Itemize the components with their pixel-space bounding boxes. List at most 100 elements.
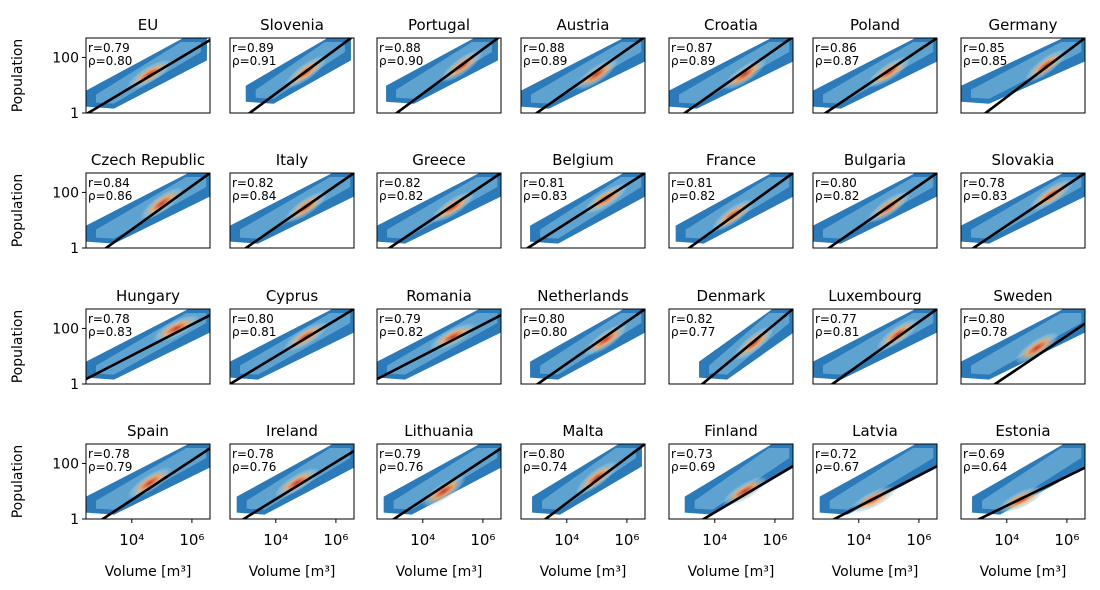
fit-line: [391, 447, 501, 519]
spearman-rho: ρ=0.82: [379, 189, 423, 203]
panel-title: Slovakia: [992, 151, 1055, 169]
panel-germany: Germany r=0.85ρ=0.85: [960, 16, 1086, 114]
panel-romania: Romania r=0.79ρ=0.82: [376, 287, 502, 385]
fit-line: [534, 38, 645, 113]
spearman-rho: ρ=0.78: [963, 325, 1007, 339]
panel-frame: [960, 308, 1086, 385]
fit-line: [830, 309, 937, 384]
fit-line: [247, 38, 354, 113]
y-tick-label: 100: [52, 50, 79, 66]
panel-estonia: Estonia r=0.69ρ=0.64 10⁴ 10⁶ Volume [m³]: [960, 422, 1086, 580]
spearman-rho: ρ=0.81: [815, 325, 859, 339]
fit-line: [823, 38, 937, 113]
spearman-rho: ρ=0.79: [88, 460, 132, 474]
panel-spain: Spain r=0.78ρ=0.79 100 1 Population 10⁴ 10⁶ Vol…: [10, 422, 211, 580]
pearson-r: r=0.79: [379, 312, 421, 326]
panel-title: Slovenia: [260, 16, 324, 34]
panel-lithuania: Lithuania r=0.79ρ=0.76 10⁴ 10⁶ Volume [m³]: [376, 422, 502, 580]
spearman-rho: ρ=0.85: [963, 54, 1007, 68]
panel-frame: [376, 37, 502, 114]
pearson-r: r=0.80: [232, 312, 274, 326]
spearman-rho: ρ=0.80: [523, 325, 567, 339]
spearman-rho: ρ=0.69: [671, 460, 715, 474]
panel-malta: Malta r=0.80ρ=0.74 10⁴ 10⁶ Volume [m³]: [520, 422, 646, 580]
pearson-r: r=0.78: [88, 447, 130, 461]
pearson-r: r=0.81: [523, 176, 565, 190]
panel-slovakia: Slovakia r=0.78ρ=0.83: [960, 151, 1086, 249]
fit-line: [86, 38, 210, 113]
spearman-rho: ρ=0.82: [671, 189, 715, 203]
x-tick-label: 10⁴: [263, 531, 288, 549]
spearman-rho: ρ=0.84: [232, 189, 276, 203]
panel-slovenia: Slovenia r=0.89ρ=0.91: [229, 16, 355, 114]
spearman-rho: ρ=0.89: [671, 54, 715, 68]
panel-denmark: Denmark r=0.82ρ=0.77: [668, 287, 794, 385]
panel-ireland: Ireland r=0.78ρ=0.76 10⁴ 10⁶ Volume [m³]: [229, 422, 355, 580]
panel-frame: [85, 172, 211, 249]
panel-title: Finland: [704, 422, 758, 440]
pearson-r: r=0.87: [671, 41, 713, 55]
panel-frame: [812, 172, 938, 249]
spearman-rho: ρ=0.77: [671, 325, 715, 339]
pearson-r: r=0.80: [963, 312, 1005, 326]
density-band-mid: [971, 313, 1082, 375]
density-core: [140, 186, 184, 221]
panel-eu: EU r=0.79ρ=0.80 100 1 Population: [10, 16, 211, 122]
panel-frame: [960, 37, 1086, 114]
pearson-r: r=0.80: [523, 447, 565, 461]
x-tick-label: 10⁴: [846, 531, 871, 549]
fit-line: [971, 173, 1085, 248]
fit-line: [535, 309, 645, 384]
panel-frame: [229, 37, 355, 114]
x-tick-label: 10⁴: [554, 531, 579, 549]
panel-title: Bulgaria: [844, 151, 906, 169]
panel-title: Italy: [276, 151, 309, 169]
fit-line: [86, 314, 210, 381]
pearson-r: r=0.84: [88, 176, 130, 190]
fit-line: [700, 309, 793, 384]
density-band-mid: [829, 448, 934, 510]
panel-title: Czech Republic: [91, 151, 205, 169]
panel-portugal: Portugal r=0.88ρ=0.90: [376, 16, 502, 114]
spearman-rho: ρ=0.82: [815, 189, 859, 203]
spearman-rho: ρ=0.87: [815, 54, 859, 68]
panel-frame: [960, 172, 1086, 249]
spearman-rho: ρ=0.67: [815, 460, 859, 474]
pearson-r: r=0.82: [379, 176, 421, 190]
x-axis-label: Volume [m³]: [688, 564, 775, 580]
density-core: [1014, 331, 1059, 364]
pearson-r: r=0.80: [523, 312, 565, 326]
spearman-rho: ρ=0.83: [963, 189, 1007, 203]
panel-netherlands: Netherlands r=0.80ρ=0.80: [520, 287, 646, 385]
pearson-r: r=0.86: [815, 41, 857, 55]
panel-croatia: Croatia r=0.87ρ=0.89: [668, 16, 794, 114]
panel-title: Poland: [850, 16, 900, 34]
panel-title: Austria: [557, 16, 610, 34]
x-tick-label: 10⁶: [614, 531, 639, 549]
panel-sweden: Sweden r=0.80ρ=0.78: [960, 287, 1086, 385]
panel-czech-republic: Czech Republic r=0.84ρ=0.86 100 1 Population: [10, 151, 211, 257]
y-axis-label: Population: [10, 174, 26, 248]
panel-frame: [812, 37, 938, 114]
pearson-r: r=0.72: [815, 447, 857, 461]
panel-frame: [376, 308, 502, 385]
fit-line: [992, 322, 1085, 384]
fit-line: [230, 309, 354, 384]
panel-title: Ireland: [266, 422, 318, 440]
fit-line: [377, 314, 501, 381]
x-tick-label: 10⁴: [702, 531, 727, 549]
panel-frame: [668, 172, 794, 249]
density-core: [723, 57, 767, 91]
density-core: [575, 461, 619, 495]
density-core: [575, 57, 619, 91]
panel-frame: [229, 308, 355, 385]
spearman-rho: ρ=0.82: [379, 325, 423, 339]
spearman-rho: ρ=0.90: [379, 54, 423, 68]
y-tick-label: 1: [70, 241, 79, 257]
panel-frame: [376, 443, 502, 520]
panel-title: Portugal: [408, 16, 470, 34]
y-tick-label: 100: [52, 456, 79, 472]
density-core: [876, 318, 920, 352]
density-core: [274, 467, 320, 499]
